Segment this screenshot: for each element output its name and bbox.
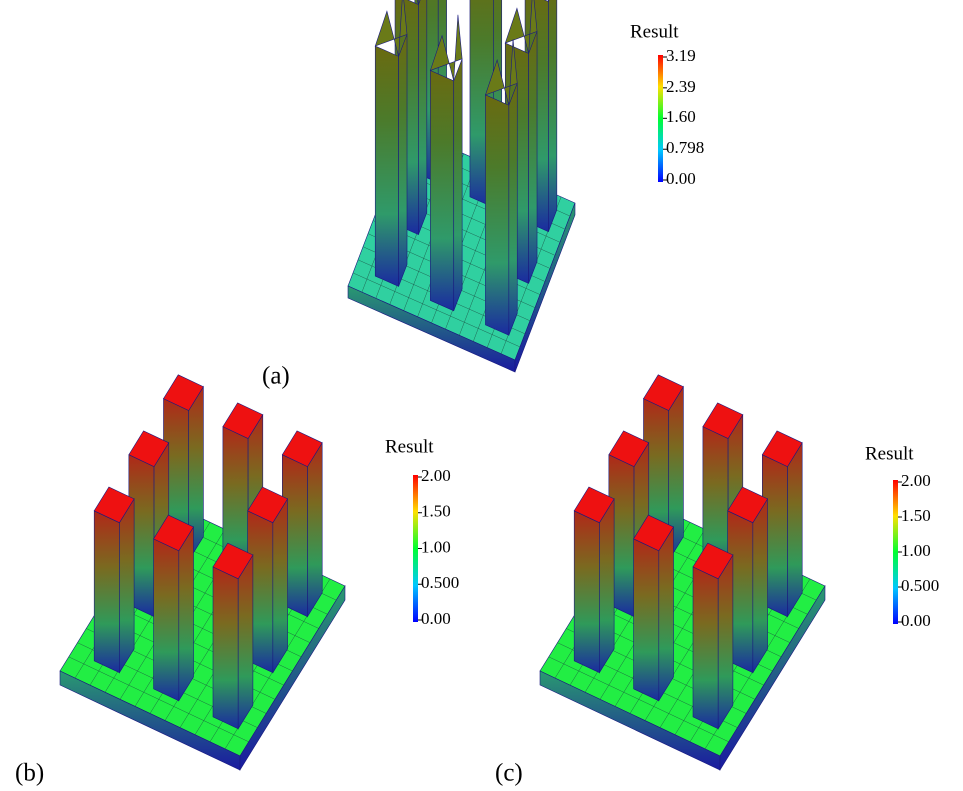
colorbar-tick-label: 0.00	[666, 169, 696, 188]
pillar-side	[213, 567, 238, 729]
colorbar-tick-label: 1.60	[666, 107, 696, 126]
pillar-side	[753, 499, 768, 673]
colorbar-tick-label: 0.00	[421, 609, 451, 628]
pillar-side	[485, 95, 508, 335]
colorbar-title: Result	[630, 21, 679, 42]
pillar-side	[308, 443, 323, 617]
panel-label: (c)	[495, 760, 523, 787]
pillar-side	[529, 31, 537, 283]
colorbar-tick-label: 0.500	[421, 573, 459, 592]
pillar-side	[718, 555, 733, 729]
pillar-side	[509, 83, 517, 335]
figure: Result 0.00 0.798 1.60 2.39 3.19 (a) Result 0.00…	[0, 0, 963, 791]
colorbar-tick-label: 0.00	[901, 611, 931, 630]
pillar-side	[273, 499, 288, 673]
colorbar-tick-label: 2.00	[901, 471, 931, 490]
pillar-side	[94, 511, 119, 673]
colorbar-tick-label: 3.19	[666, 46, 696, 65]
pillar-side	[418, 0, 426, 235]
panel-label: (b)	[15, 760, 44, 787]
pillar-side	[154, 539, 179, 701]
pillar-side	[659, 527, 674, 701]
colorbar-tick-label: 1.00	[901, 541, 931, 560]
colorbar-title: Result	[385, 436, 434, 457]
panel-label: (a)	[262, 363, 290, 390]
colorbar	[893, 480, 898, 624]
colorbar-tick-label: 1.50	[421, 502, 451, 521]
pillar-side	[788, 443, 803, 617]
colorbar	[658, 55, 663, 182]
colorbar-tick-label: 2.39	[666, 77, 696, 96]
pillar-side	[574, 511, 599, 673]
colorbar-tick-label: 0.500	[901, 576, 939, 595]
pillar-side	[399, 34, 407, 286]
surface-plots	[60, 0, 825, 770]
colorbar	[413, 475, 418, 622]
pillar-side	[548, 0, 556, 232]
pillar-side	[238, 555, 253, 729]
pillar-side	[375, 46, 398, 286]
pillar-side	[693, 567, 718, 729]
colorbar-title: Result	[865, 443, 914, 464]
pillar-side	[599, 499, 614, 673]
pillar-side	[179, 527, 194, 701]
pillar-side	[634, 539, 659, 701]
pillar-side	[454, 59, 462, 311]
colorbar-tick-label: 0.798	[666, 138, 704, 157]
colorbar-tick-label: 1.00	[421, 537, 451, 556]
pillar-side	[430, 70, 453, 310]
pillar-side	[119, 499, 134, 673]
colorbar-tick-label: 1.50	[901, 506, 931, 525]
colorbar-tick-label: 2.00	[421, 466, 451, 485]
